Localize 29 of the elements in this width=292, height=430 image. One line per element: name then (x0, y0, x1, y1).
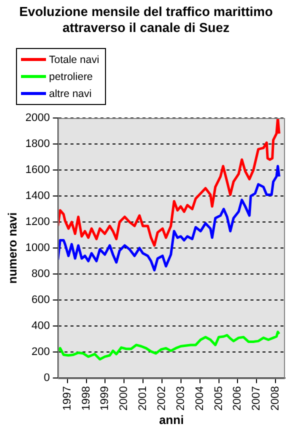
y-tick-label: 400 (32, 320, 50, 332)
x-tick-label: 2007 (250, 386, 263, 411)
y-tick-label: 200 (32, 346, 50, 358)
x-tick-label: 2004 (194, 386, 206, 411)
y-tick-label: 2000 (25, 112, 50, 124)
y-tick-label: 1600 (25, 164, 50, 176)
y-tick-label: 1800 (25, 138, 50, 150)
x-axis-title: anni (159, 413, 184, 428)
y-tick-label: 800 (32, 268, 50, 280)
x-tick-label: 2006 (232, 386, 244, 411)
y-tick-label: 1000 (25, 242, 50, 254)
legend-label: altre navi (49, 88, 92, 100)
y-tick-label: 1400 (25, 190, 50, 202)
y-axis-title: numero navi (6, 212, 20, 284)
x-tick-label: 2000 (118, 386, 130, 411)
y-tick-label: 0 (44, 372, 50, 384)
x-tick-label: 2008 (270, 386, 282, 411)
x-tick-label: 2002 (156, 386, 168, 411)
x-tick-label: 2003 (174, 386, 187, 411)
legend-label: Totale navi (49, 54, 100, 66)
x-tick-label: 2005 (212, 386, 225, 411)
x-tick-label: 1998 (80, 386, 92, 411)
chart-title: Evoluzione mensile del traffico marittimo attraverso il canale di Suez (18, 4, 274, 36)
y-tick-label: 600 (32, 294, 50, 306)
x-tick-label: 2001 (137, 386, 150, 411)
legend-label: petroliere (49, 70, 93, 82)
x-tick-label: 1997 (61, 386, 74, 411)
x-tick-label: 1999 (99, 386, 112, 411)
y-tick-label: 1200 (25, 216, 50, 228)
